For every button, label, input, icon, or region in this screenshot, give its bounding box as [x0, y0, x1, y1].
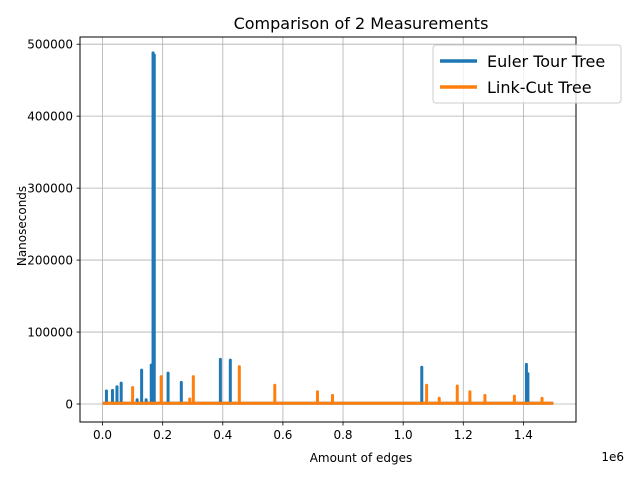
- y-tick-label: 100000: [27, 326, 73, 340]
- x-tick-label: 1.4: [514, 428, 533, 442]
- y-tick-label: 300000: [27, 182, 73, 196]
- y-axis: 0 100000 200000 300000 400000 500000: [27, 38, 80, 412]
- y-tick-label: 500000: [27, 38, 73, 52]
- plot-frame: [79, 36, 577, 423]
- y-tick-label: 200000: [27, 254, 73, 268]
- x-tick-label: 1.2: [454, 428, 473, 442]
- x-axis: 0.0 0.2 0.4 0.6 0.8 1.0 1.2 1.4: [93, 422, 533, 442]
- legend-box: [432, 44, 622, 104]
- legend-label-euler-tour-tree: Euler Tour Tree: [487, 52, 605, 71]
- y-tick-label: 0: [65, 398, 73, 412]
- chart-title: Comparison of 2 Measurements: [234, 14, 489, 33]
- x-tick-label: 0.2: [153, 428, 172, 442]
- x-tick-label: 0.6: [273, 428, 292, 442]
- x-offset-label: 1e6: [601, 450, 624, 464]
- series-layer: [102, 51, 554, 405]
- x-tick-label: 0.0: [93, 428, 112, 442]
- x-tick-label: 0.4: [213, 428, 232, 442]
- x-tick-label: 1.0: [394, 428, 413, 442]
- x-axis-label: Amount of edges: [310, 451, 413, 465]
- y-tick-label: 400000: [27, 110, 73, 124]
- legend: Euler Tour Tree Link-Cut Tree: [432, 44, 622, 104]
- y-axis-label: Nanoseconds: [15, 186, 29, 266]
- legend-label-link-cut-tree: Link-Cut Tree: [487, 78, 592, 97]
- x-tick-label: 0.8: [333, 428, 352, 442]
